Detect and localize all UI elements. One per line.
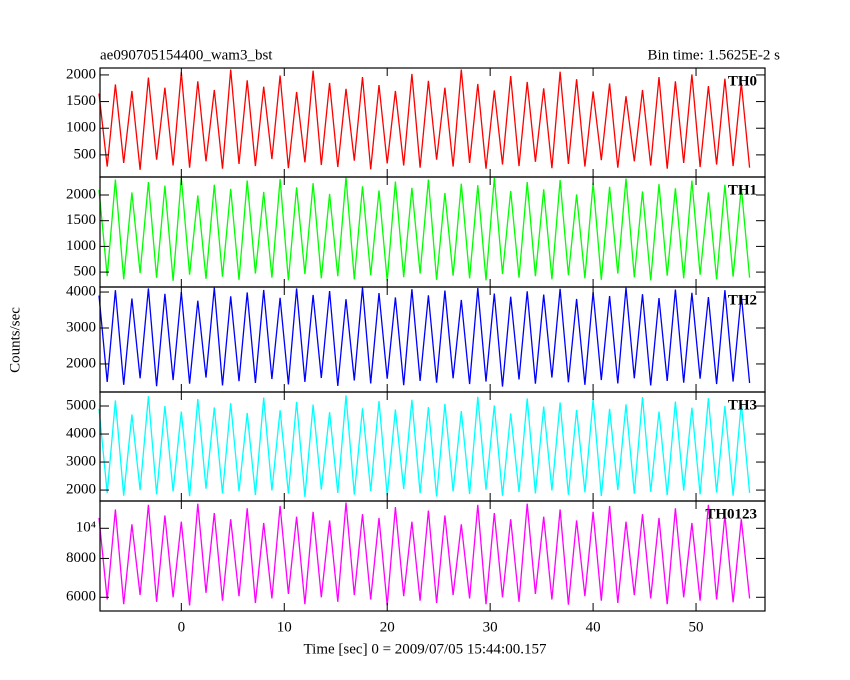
y-tick-label: 2000	[66, 482, 96, 498]
y-tick-label: 3000	[66, 319, 96, 335]
x-tick-label: 10	[277, 619, 292, 635]
bin-time: Bin time: 1.5625E-2 s	[648, 47, 781, 63]
panel-label: TH1	[728, 182, 757, 198]
y-tick-label: 6000	[66, 589, 96, 605]
x-tick-label: 0	[178, 619, 186, 635]
light-curve	[98, 502, 751, 606]
panel-label: TH3	[728, 397, 757, 413]
y-tick-label: 2000	[66, 355, 96, 371]
y-tick-label: 4000	[66, 283, 96, 299]
y-axis-label: Counts/sec	[7, 307, 23, 373]
x-tick-label: 50	[689, 619, 704, 635]
panel-label: TH0	[728, 73, 757, 89]
y-tick-label: 4000	[66, 425, 96, 441]
light-curve	[98, 69, 751, 170]
y-tick-label: 2000	[66, 66, 96, 82]
panel-label: TH0123	[705, 506, 757, 522]
chart-title: ae090705154400_wam3_bst	[100, 47, 273, 63]
y-tick-label: 10⁴	[76, 520, 96, 536]
y-tick-label: 500	[74, 264, 97, 280]
y-tick-label: 1000	[66, 120, 96, 136]
y-tick-label: 1000	[66, 238, 96, 254]
y-tick-label: 5000	[66, 397, 96, 413]
panel-label: TH2	[728, 292, 757, 308]
y-tick-label: 500	[74, 146, 97, 162]
x-tick-label: 30	[483, 619, 498, 635]
panel-frame	[99, 500, 766, 612]
light-curve	[98, 395, 751, 497]
y-tick-label: 2000	[66, 186, 96, 202]
x-axis-label: Time [sec] 0 = 2009/07/05 15:44:00.157	[304, 641, 547, 657]
y-tick-label: 1500	[66, 212, 96, 228]
x-tick-label: 20	[380, 619, 395, 635]
light-curve	[98, 287, 751, 387]
light-curve	[98, 176, 751, 281]
y-tick-label: 8000	[66, 550, 96, 566]
y-tick-label: 1500	[66, 93, 96, 109]
y-tick-label: 3000	[66, 453, 96, 469]
x-tick-label: 40	[586, 619, 601, 635]
